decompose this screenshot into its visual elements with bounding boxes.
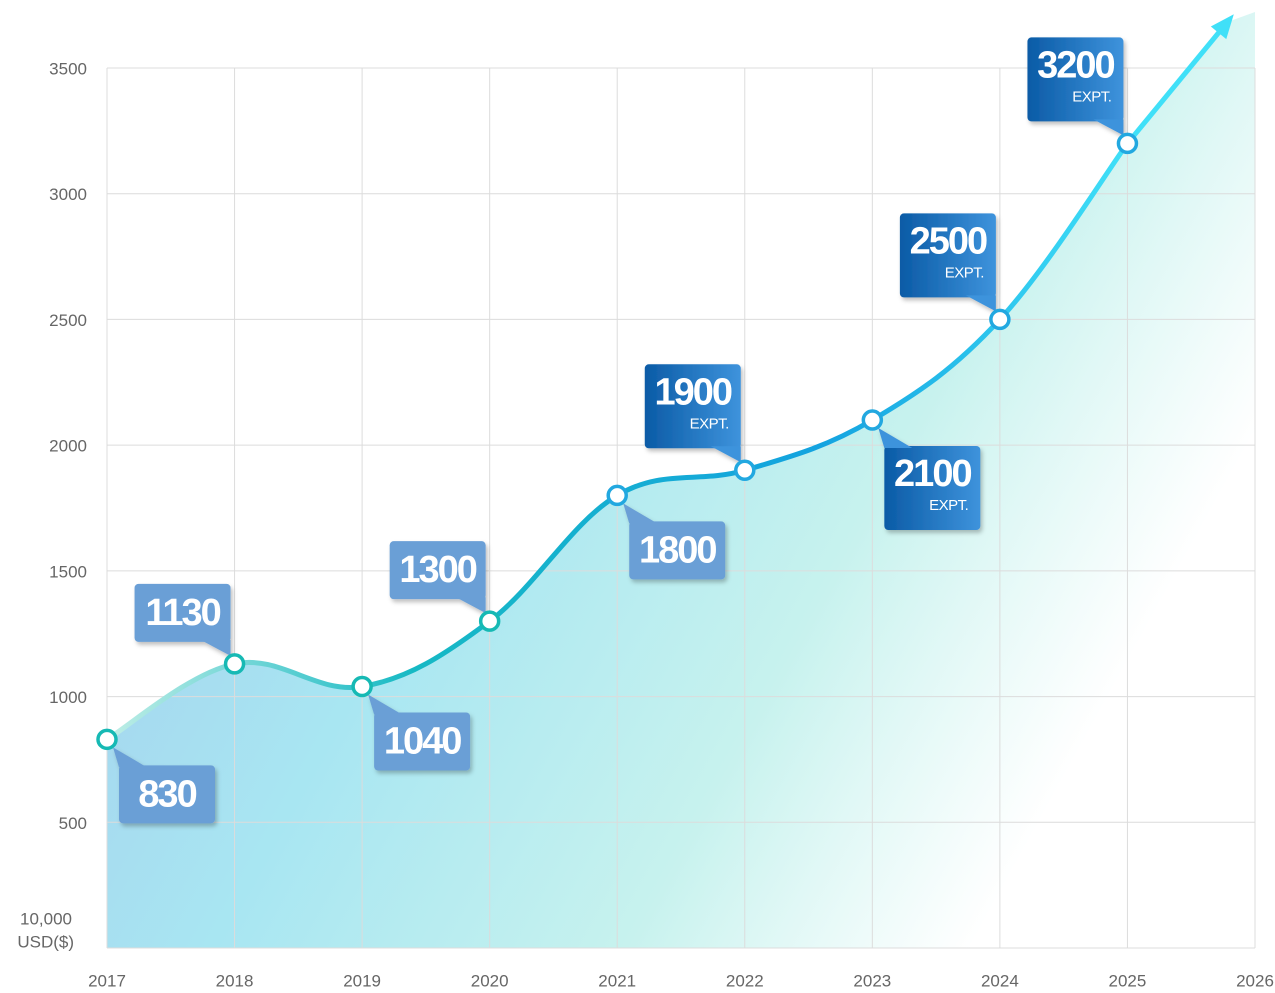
value-callout bbox=[134, 583, 231, 656]
callout-box bbox=[899, 213, 996, 298]
callout-pointer bbox=[1093, 119, 1124, 136]
callout-pointer bbox=[200, 639, 231, 656]
x-tick-label: 2024 bbox=[981, 971, 1019, 990]
y-axis-label: USD($) bbox=[17, 932, 74, 951]
x-tick-label: 2021 bbox=[598, 971, 636, 990]
x-tick-label: 2023 bbox=[853, 971, 891, 990]
value-callout bbox=[878, 428, 981, 530]
data-label: 1040 bbox=[384, 721, 461, 763]
callout-box bbox=[389, 541, 486, 600]
y-tick-label: 1500 bbox=[49, 562, 87, 581]
callout-pointer bbox=[113, 747, 147, 768]
y-axis-label: 10,000 bbox=[20, 909, 72, 928]
callout-box bbox=[629, 521, 726, 580]
data-label: 1900 bbox=[655, 371, 732, 413]
point bbox=[989, 308, 1011, 331]
x-tick-label: 2018 bbox=[216, 971, 254, 990]
x-tick-label: 2019 bbox=[343, 971, 381, 990]
data-label: 1800 bbox=[639, 529, 716, 571]
x-tick-label: 2026 bbox=[1236, 971, 1274, 990]
value-callout bbox=[899, 213, 996, 312]
y-tick-label: 1000 bbox=[49, 688, 87, 707]
data-note: EXPT. bbox=[1072, 88, 1111, 105]
callout-box bbox=[374, 712, 471, 771]
x-tick-label: 2020 bbox=[471, 971, 509, 990]
data-label: 1300 bbox=[399, 549, 476, 591]
callout-pointer bbox=[623, 503, 658, 524]
data-label: 830 bbox=[138, 773, 196, 815]
point bbox=[1116, 132, 1139, 155]
point bbox=[96, 728, 118, 751]
point bbox=[606, 484, 628, 507]
x-tick-label: 2017 bbox=[88, 971, 126, 990]
y-tick-label: 2000 bbox=[49, 437, 87, 456]
data-note: EXPT. bbox=[690, 415, 729, 432]
point bbox=[478, 610, 501, 632]
y-tick-label: 3000 bbox=[49, 185, 87, 204]
value-callout bbox=[389, 541, 486, 614]
callout-pointer bbox=[965, 295, 996, 312]
data-label: 1130 bbox=[145, 592, 220, 634]
value-callout bbox=[113, 747, 215, 824]
callout-box bbox=[134, 583, 231, 642]
callout-box bbox=[644, 364, 741, 449]
callout-pointer bbox=[878, 428, 913, 448]
value-callout bbox=[368, 694, 471, 771]
callout-box bbox=[884, 446, 981, 530]
data-label: 2100 bbox=[894, 453, 971, 495]
point bbox=[861, 409, 884, 431]
value-callout bbox=[644, 364, 741, 463]
point bbox=[223, 653, 246, 675]
arrow-head bbox=[1210, 14, 1234, 40]
data-note: EXPT. bbox=[945, 264, 984, 281]
value-callout bbox=[623, 503, 726, 580]
callout-pointer bbox=[710, 446, 741, 463]
y-tick-label: 500 bbox=[59, 814, 87, 833]
callout-pointer bbox=[455, 597, 486, 614]
callout-pointer bbox=[368, 694, 403, 715]
data-label: 2500 bbox=[910, 220, 987, 262]
arrow-shaft bbox=[1125, 20, 1230, 146]
x-tick-label: 2025 bbox=[1109, 971, 1147, 990]
y-tick-label: 2500 bbox=[49, 311, 87, 330]
x-tick-label: 2022 bbox=[726, 971, 764, 990]
point bbox=[734, 459, 756, 482]
y-tick-label: 3500 bbox=[49, 59, 87, 78]
data-label: 3200 bbox=[1037, 44, 1114, 86]
point bbox=[351, 675, 373, 698]
data-note: EXPT. bbox=[929, 497, 968, 514]
callout-box bbox=[119, 765, 215, 824]
callout-box bbox=[1027, 37, 1124, 122]
value-callout bbox=[1027, 37, 1124, 136]
